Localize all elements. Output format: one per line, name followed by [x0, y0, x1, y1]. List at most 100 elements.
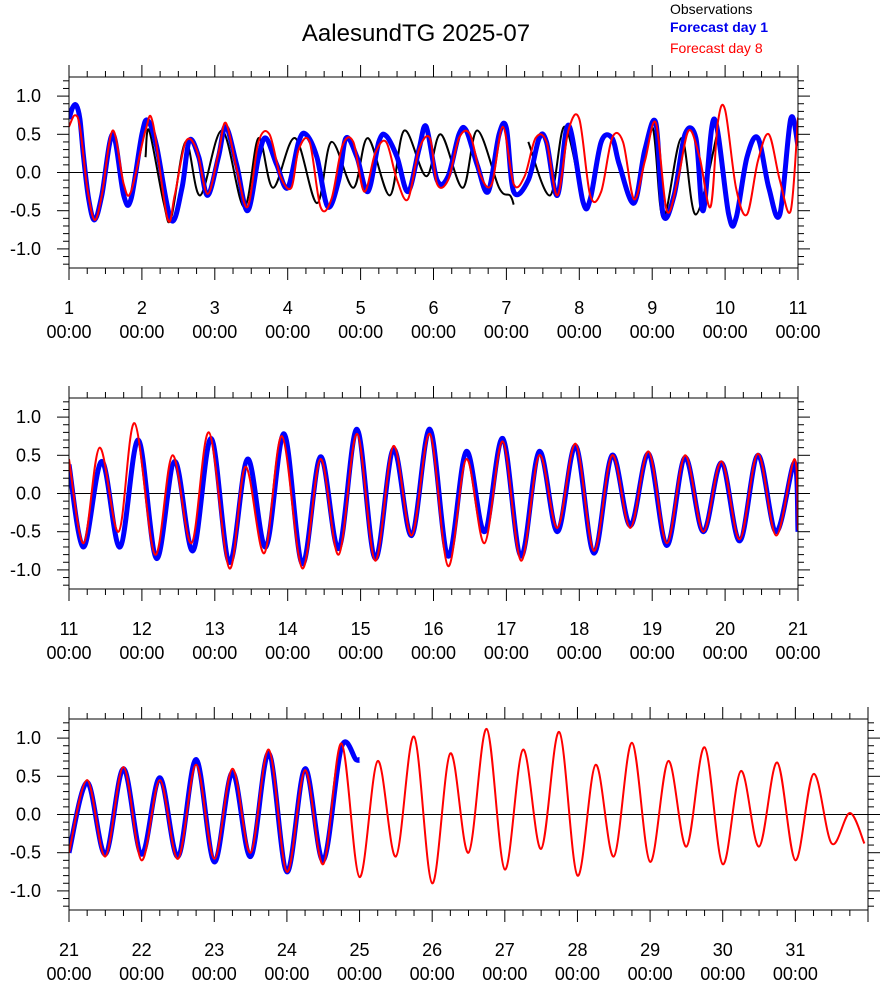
series-group — [69, 727, 866, 885]
x-tick-label-day: 11 — [789, 298, 808, 318]
y-tick-label: -1.0 — [10, 881, 41, 901]
x-tick-label-day: 28 — [567, 940, 587, 960]
y-tick-label: 1.0 — [16, 407, 41, 427]
chart-title: AalesundTG 2025-07 — [302, 20, 530, 47]
x-tick-label-day: 27 — [495, 940, 515, 960]
x-tick-label-day: 22 — [132, 940, 152, 960]
x-tick-label-day: 31 — [785, 940, 805, 960]
y-tick-label: 0.5 — [16, 124, 41, 144]
y-tick-label: -0.5 — [10, 522, 41, 542]
x-tick-label-day: 1 — [64, 298, 74, 318]
y-tick-label: 0.0 — [16, 163, 41, 183]
x-tick-label-day: 4 — [283, 298, 293, 318]
x-tick-label-time: 00:00 — [265, 643, 310, 663]
x-tick-label-time: 00:00 — [265, 322, 310, 342]
y-tick-label: 0.0 — [16, 484, 41, 504]
x-tick-label-day: 2 — [137, 298, 147, 318]
x-tick-label-day: 10 — [715, 298, 735, 318]
x-tick-label-day: 16 — [423, 619, 443, 639]
x-tick-label-time: 00:00 — [338, 322, 383, 342]
x-tick-label-day: 30 — [713, 940, 733, 960]
x-tick-label-day: 26 — [422, 940, 442, 960]
series-forecast-day-8-line — [69, 727, 866, 885]
panel-days-21-31: -1.0 -0.5 0.0 0.5 1.0 21 00:00 22 00:00 23 00:00 24… — [10, 707, 880, 984]
x-tick-label-time: 00:00 — [557, 322, 602, 342]
y-tick-label: 0.0 — [16, 805, 41, 825]
panel-days-1-11: -1.0 -0.5 0.0 0.5 1.0 1 00:00 2 00:00 3 00:00 4 00:0… — [10, 65, 821, 342]
x-tick-label-time: 00:00 — [192, 322, 237, 342]
x-tick-label-time: 00:00 — [46, 643, 91, 663]
x-tick-label-time: 00:00 — [46, 964, 91, 984]
y-tick-label: 0.5 — [16, 445, 41, 465]
legend-forecast-day8: Forecast day 8 — [670, 40, 763, 56]
x-tick-label-day: 15 — [351, 619, 371, 639]
legend-forecast-day1: Forecast day 1 — [670, 19, 768, 35]
x-tick-label-time: 00:00 — [773, 964, 818, 984]
x-tick-label-day: 21 — [59, 940, 79, 960]
x-tick-label-time: 00:00 — [630, 643, 675, 663]
x-tick-label-day: 24 — [277, 940, 297, 960]
x-tick-label-time: 00:00 — [628, 964, 673, 984]
series-forecast-day-8-line — [69, 103, 798, 223]
x-tick-label-time: 00:00 — [484, 322, 529, 342]
x-tick-label-time: 00:00 — [703, 322, 748, 342]
x-tick-label-day: 23 — [204, 940, 224, 960]
x-tick-label-time: 00:00 — [703, 643, 748, 663]
x-tick-label-time: 00:00 — [484, 643, 529, 663]
x-tick-label-time: 00:00 — [192, 643, 237, 663]
series-group — [69, 102, 798, 229]
x-tick-label-day: 13 — [205, 619, 225, 639]
x-tick-label-day: 17 — [496, 619, 516, 639]
x-tick-label-day: 25 — [350, 940, 370, 960]
y-tick-label: -0.5 — [10, 201, 41, 221]
x-tick-label-time: 00:00 — [119, 964, 164, 984]
x-tick-label-time: 00:00 — [119, 322, 164, 342]
x-tick-label-time: 00:00 — [337, 964, 382, 984]
y-tick-label: -0.5 — [10, 843, 41, 863]
x-tick-label-time: 00:00 — [119, 643, 164, 663]
x-tick-label-time: 00:00 — [410, 964, 455, 984]
plot-frame — [68, 76, 799, 269]
x-tick-label-time: 00:00 — [192, 964, 237, 984]
x-tick-label-day: 21 — [788, 619, 808, 639]
plot-frame — [68, 397, 799, 590]
series-forecast-day-8-line — [69, 422, 798, 570]
x-tick-label-day: 5 — [356, 298, 366, 318]
x-tick-label-time: 00:00 — [630, 322, 675, 342]
plot-frame — [68, 718, 869, 911]
panel-days-11-21: -1.0 -0.5 0.0 0.5 1.0 11 00:00 12 00:00 13 00:00 14… — [10, 386, 821, 663]
x-tick-label-day: 20 — [715, 619, 735, 639]
x-tick-label-time: 00:00 — [46, 322, 91, 342]
x-tick-label-time: 00:00 — [555, 964, 600, 984]
x-tick-label-day: 3 — [210, 298, 220, 318]
y-tick-label: 0.5 — [16, 766, 41, 786]
x-tick-label-day: 29 — [640, 940, 660, 960]
x-tick-label-time: 00:00 — [557, 643, 602, 663]
x-tick-label-day: 14 — [278, 619, 298, 639]
x-tick-label-time: 00:00 — [700, 964, 745, 984]
y-tick-label: 1.0 — [16, 86, 41, 106]
series-forecast-day-1-line — [69, 739, 362, 875]
x-tick-label-time: 00:00 — [264, 964, 309, 984]
x-tick-label-day: 11 — [60, 619, 79, 639]
x-tick-label-day: 7 — [501, 298, 511, 318]
x-tick-label-time: 00:00 — [775, 322, 820, 342]
x-tick-label-time: 00:00 — [411, 643, 456, 663]
x-tick-label-time: 00:00 — [482, 964, 527, 984]
x-tick-label-day: 6 — [428, 298, 438, 318]
x-tick-label-day: 19 — [642, 619, 662, 639]
x-tick-label-day: 9 — [647, 298, 657, 318]
y-tick-label: -1.0 — [10, 560, 41, 580]
x-tick-label-time: 00:00 — [338, 643, 383, 663]
y-tick-label: -1.0 — [10, 239, 41, 259]
y-tick-label: 1.0 — [16, 728, 41, 748]
x-tick-label-day: 8 — [574, 298, 584, 318]
legend-observations: Observations — [670, 1, 752, 17]
x-tick-label-day: 12 — [132, 619, 152, 639]
legend: Observations Forecast day 1 Forecast day… — [670, 1, 768, 56]
x-tick-label-time: 00:00 — [775, 643, 820, 663]
x-tick-label-time: 00:00 — [411, 322, 456, 342]
x-tick-label-day: 18 — [569, 619, 589, 639]
series-group — [69, 422, 798, 570]
